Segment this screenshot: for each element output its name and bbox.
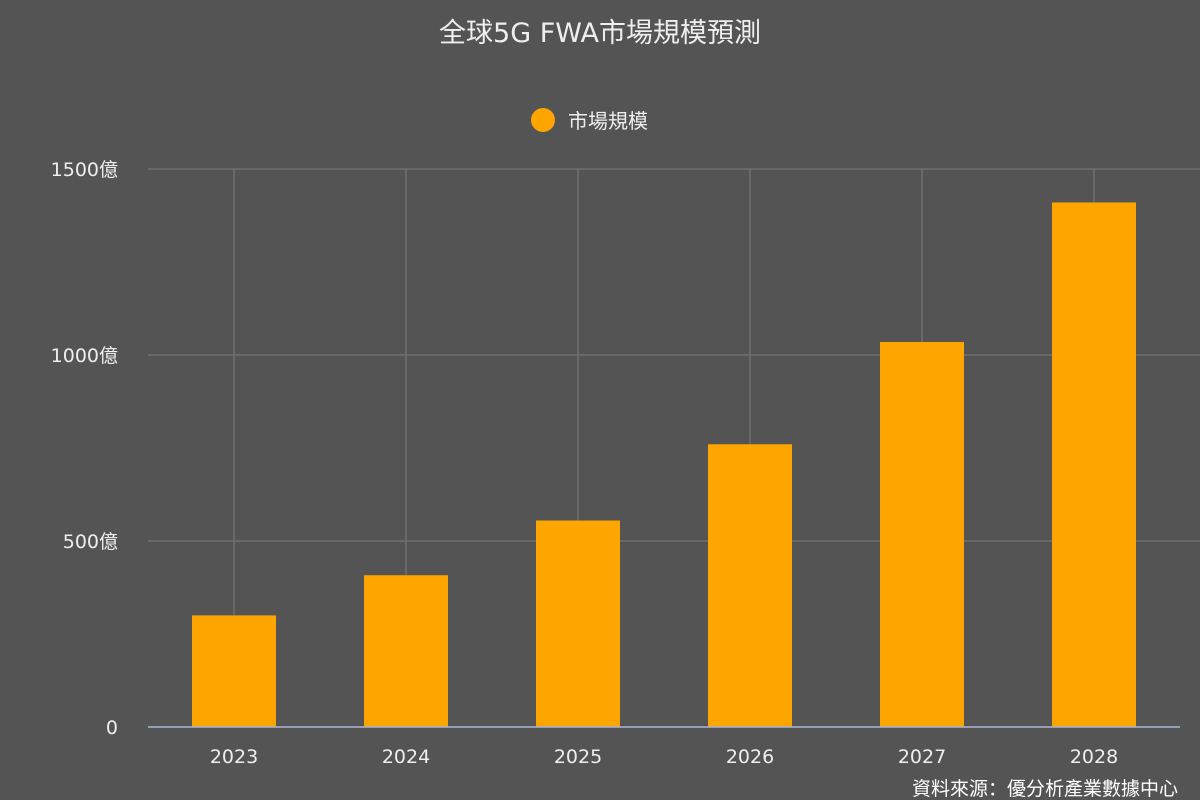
x-tick-label: 2028 xyxy=(1070,746,1118,768)
y-axis-tick-labels: 0 500億 1000億 1500億 xyxy=(51,159,118,739)
y-tick-label: 500億 xyxy=(63,531,118,553)
y-tick-label: 1000億 xyxy=(51,345,118,367)
bar-2025 xyxy=(536,520,620,727)
x-axis-tick-labels: 2023 2024 2025 2026 2027 2028 xyxy=(210,746,1118,768)
bar-2027 xyxy=(880,341,964,727)
y-tick-label: 1500億 xyxy=(51,159,118,181)
chart-title: 全球5G FWA市場規模預測 xyxy=(439,18,761,49)
x-tick-label: 2024 xyxy=(382,746,430,768)
source-note: 資料來源：優分析產業數據中心 xyxy=(912,778,1178,800)
bar-2028 xyxy=(1052,202,1136,728)
y-tick-label: 0 xyxy=(106,717,118,739)
x-tick-label: 2023 xyxy=(210,746,258,768)
legend-marker-market-size xyxy=(531,108,555,132)
x-tick-label: 2026 xyxy=(726,746,774,768)
legend[interactable]: 市場規模 xyxy=(531,108,648,133)
bar-2026 xyxy=(708,444,792,727)
x-tick-label: 2027 xyxy=(898,746,946,768)
bars xyxy=(192,202,1136,728)
bar-2024 xyxy=(364,575,448,727)
legend-label-market-size: 市場規模 xyxy=(568,109,648,133)
bar-2023 xyxy=(192,615,276,727)
gridlines xyxy=(148,168,1200,727)
x-tick-label: 2025 xyxy=(554,746,602,768)
